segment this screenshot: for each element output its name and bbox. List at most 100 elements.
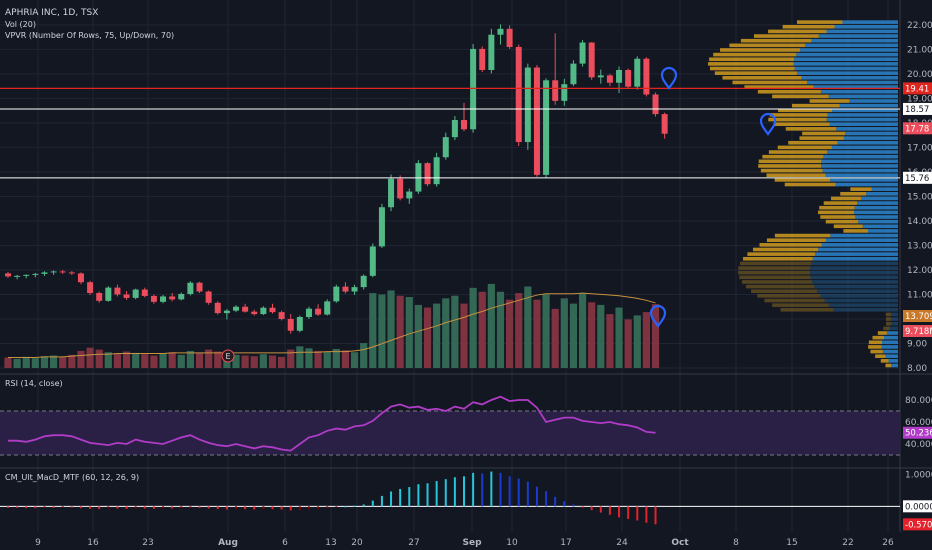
volume-bar-67 xyxy=(615,307,623,368)
vp-up-8 xyxy=(889,326,898,331)
vp-down-45 xyxy=(762,154,824,159)
price-lines xyxy=(0,87,900,179)
vp-down-14 xyxy=(764,298,825,303)
candle-body-71 xyxy=(652,94,659,115)
vp-up-49 xyxy=(843,136,898,140)
macd-bar-63 xyxy=(581,506,584,508)
vp-down-53 xyxy=(768,117,827,122)
macd-bar-18 xyxy=(171,506,174,509)
x-tick-9: 10 xyxy=(506,538,518,548)
candle-body-67 xyxy=(616,69,623,83)
volume-bar-51 xyxy=(469,287,477,368)
vp-down-2 xyxy=(875,354,886,358)
candle-body-8 xyxy=(77,273,84,283)
candle-body-64 xyxy=(588,42,595,78)
vp-down-18 xyxy=(741,280,813,284)
candle-body-61 xyxy=(561,84,568,101)
rsi-pane xyxy=(0,395,900,456)
vp-down-63 xyxy=(714,71,798,75)
volume-bar-30 xyxy=(278,356,286,368)
vp-up-11 xyxy=(891,312,898,317)
candle-body-56 xyxy=(515,46,522,143)
macd-bar-68 xyxy=(627,506,630,519)
vp-up-59 xyxy=(820,89,898,94)
vp-up-16 xyxy=(817,289,898,294)
vp-down-29 xyxy=(843,229,868,233)
x-tick-16: 26 xyxy=(882,538,894,548)
candles[interactable] xyxy=(5,24,668,334)
vp-down-25 xyxy=(752,247,819,252)
macd-bar-65 xyxy=(599,506,602,513)
vp-down-69 xyxy=(729,43,806,48)
vp-up-14 xyxy=(824,298,898,303)
vp-down-59 xyxy=(757,89,821,94)
macd-bar-41 xyxy=(380,495,383,507)
vp-down-4 xyxy=(868,345,882,349)
candle-body-51 xyxy=(470,48,477,130)
volume-bar-65 xyxy=(597,304,605,368)
macd-bar-9 xyxy=(89,506,92,509)
vp-down-11 xyxy=(885,312,892,317)
macd-pane xyxy=(0,471,900,525)
candle-body-1 xyxy=(14,275,21,277)
volume-bar-18 xyxy=(168,352,176,368)
macd-bar-21 xyxy=(198,506,201,508)
vp-down-62 xyxy=(722,76,802,80)
vp-up-36 xyxy=(861,196,898,201)
candle-body-63 xyxy=(579,42,586,64)
markers[interactable]: E xyxy=(221,66,777,363)
candle-body-30 xyxy=(278,312,285,319)
candle-body-55 xyxy=(506,28,513,47)
macd-bar-71 xyxy=(654,506,657,525)
candle-body-25 xyxy=(233,306,239,311)
vp-up-50 xyxy=(845,131,898,136)
volume-bar-36 xyxy=(332,348,340,368)
vp-up-10 xyxy=(891,317,898,321)
chart-title: APHRIA INC, 1D, TSX xyxy=(5,8,98,18)
macd-bar-64 xyxy=(590,506,593,511)
volume-ma-line xyxy=(8,292,656,358)
candle-body-66 xyxy=(606,75,613,83)
price-tick-4: 12.00 xyxy=(907,266,932,276)
candle-body-33 xyxy=(305,308,312,318)
macd-bar-8 xyxy=(79,506,82,509)
volume-bar-58 xyxy=(533,299,541,368)
vp-up-1 xyxy=(888,359,898,363)
price-tag-0: 19.41 xyxy=(905,84,929,94)
vp-up-48 xyxy=(837,140,898,145)
price-tag-4: 13.709M xyxy=(905,312,932,322)
volume-bar-14 xyxy=(132,352,140,368)
volume-bar-70 xyxy=(642,312,650,368)
macd-bar-57 xyxy=(526,481,529,507)
macd-bar-6 xyxy=(61,506,64,508)
volume-bar-49 xyxy=(451,295,459,368)
macd-bar-67 xyxy=(618,506,621,518)
macd-bar-61 xyxy=(563,501,566,507)
macd-bar-23 xyxy=(216,506,219,510)
macd-bar-36 xyxy=(335,506,338,508)
vp-up-73 xyxy=(834,24,898,29)
macd-bar-17 xyxy=(162,506,165,509)
vp-up-4 xyxy=(881,345,898,349)
macd-bar-43 xyxy=(399,488,402,507)
candle-body-43 xyxy=(397,178,404,199)
volume-bar-53 xyxy=(487,283,495,368)
volume-bar-0 xyxy=(4,357,12,368)
candle-body-72 xyxy=(661,114,668,134)
volume-bar-15 xyxy=(141,354,149,368)
macd-bar-3 xyxy=(34,506,37,509)
vp-down-40 xyxy=(774,178,831,182)
macd-bar-50 xyxy=(463,476,465,507)
macd-bar-58 xyxy=(535,486,538,507)
vp-up-46 xyxy=(826,150,898,154)
x-tick-4: 6 xyxy=(282,538,288,548)
vp-down-44 xyxy=(758,159,822,164)
marker-pin-3 xyxy=(649,304,667,328)
macd-tick-0: 1.0000 xyxy=(905,471,932,481)
vp-down-61 xyxy=(732,80,807,85)
candle-body-16 xyxy=(150,295,157,302)
candle-body-44 xyxy=(406,191,413,199)
vp-up-34 xyxy=(854,205,898,210)
macd-bar-12 xyxy=(116,506,119,509)
rsi-band xyxy=(0,411,900,455)
